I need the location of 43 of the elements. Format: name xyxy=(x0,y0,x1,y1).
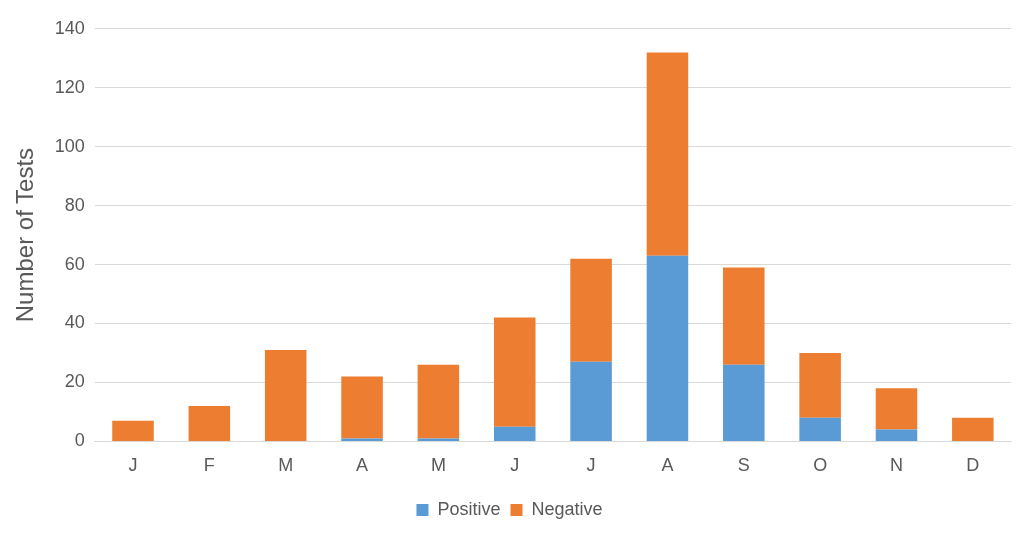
bar xyxy=(723,267,765,365)
bar xyxy=(799,417,841,441)
bar xyxy=(875,388,918,430)
legend-label: Positive xyxy=(437,498,501,519)
bar xyxy=(952,417,994,441)
bar xyxy=(723,364,765,441)
x-tick-label: M xyxy=(430,455,446,476)
y-tick-label: 60 xyxy=(64,253,85,274)
x-tick-label: J xyxy=(510,455,520,476)
x-tick-label: D xyxy=(966,455,980,476)
x-tick-label: J xyxy=(128,455,138,476)
bar xyxy=(646,255,689,441)
x-tick-label: S xyxy=(737,455,750,476)
y-tick-label: 40 xyxy=(64,312,85,333)
x-tick-label: M xyxy=(278,455,294,476)
bar xyxy=(188,406,231,441)
bar xyxy=(417,438,460,441)
y-axis-title: Number of Tests xyxy=(11,147,39,323)
y-tick-label: 20 xyxy=(64,371,85,392)
bar xyxy=(646,52,689,256)
bar xyxy=(570,361,612,441)
bar xyxy=(570,258,612,362)
bar xyxy=(493,426,536,441)
x-tick-label: J xyxy=(586,455,596,476)
x-tick-label: A xyxy=(661,455,674,476)
bar xyxy=(264,350,307,441)
bar xyxy=(341,376,383,439)
x-tick-label: A xyxy=(356,455,369,476)
y-tick-label: 140 xyxy=(54,17,85,38)
y-tick-label: 0 xyxy=(74,430,85,451)
x-tick-label: O xyxy=(813,455,828,476)
x-tick-label: N xyxy=(889,455,903,476)
bar xyxy=(112,420,154,441)
y-tick-label: 80 xyxy=(64,194,85,215)
legend-label: Negative xyxy=(531,498,603,519)
bar xyxy=(417,364,460,439)
y-tick-label: 100 xyxy=(54,135,85,156)
x-tick-label: F xyxy=(203,455,215,476)
bar xyxy=(493,317,536,427)
bar xyxy=(341,438,383,441)
bar xyxy=(875,429,918,441)
bar xyxy=(799,352,841,418)
y-tick-label: 120 xyxy=(54,76,85,97)
